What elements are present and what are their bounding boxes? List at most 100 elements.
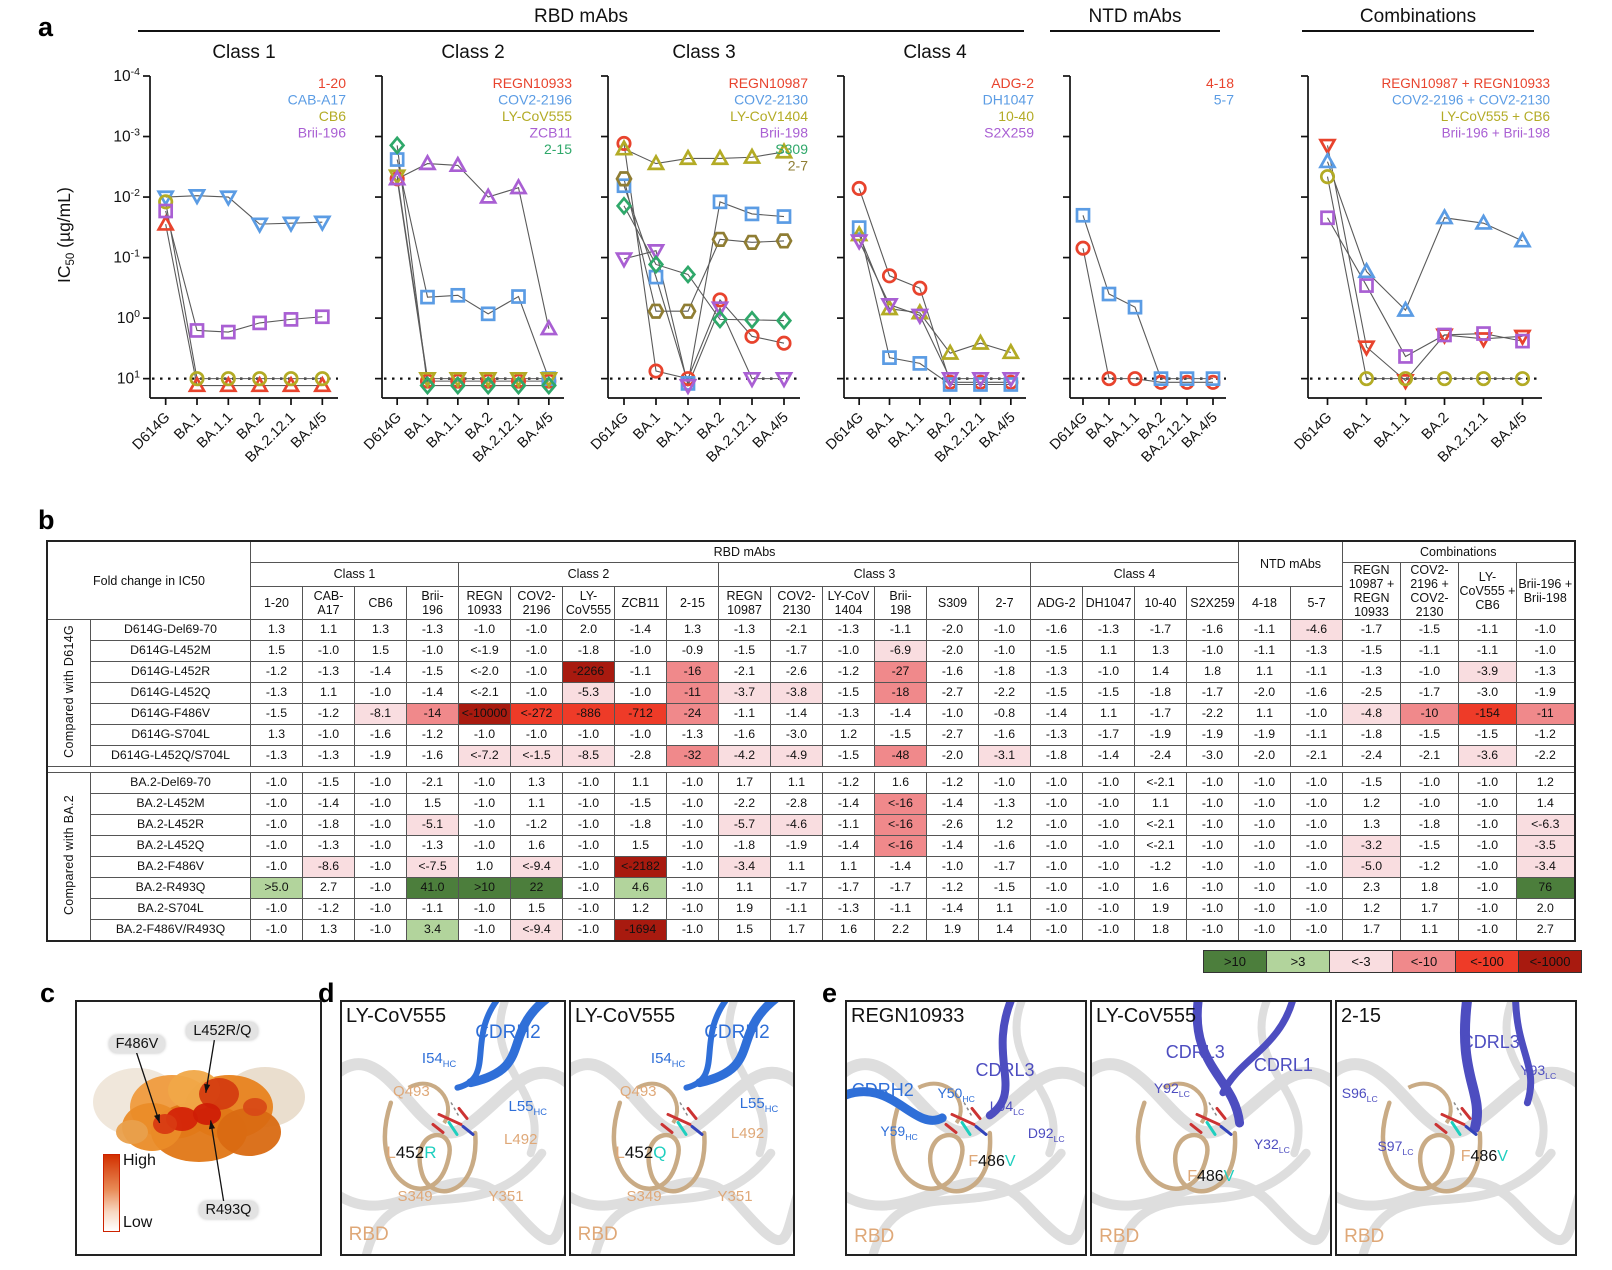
data-point-square bbox=[220, 324, 236, 340]
data-point-circle bbox=[744, 328, 760, 344]
fold-change-cell: -1.0 bbox=[1030, 814, 1083, 836]
table-header: COV2- 2196 + COV2- 2130 bbox=[1400, 562, 1459, 620]
fold-change-cell: -1.3 bbox=[1290, 640, 1343, 662]
fold-change-cell: -1.0 bbox=[1082, 661, 1135, 683]
y-tick-label: 10-1 bbox=[113, 248, 140, 267]
fold-change-cell: -1.0 bbox=[666, 877, 719, 899]
fold-change-cell: -1.0 bbox=[1238, 793, 1291, 815]
data-point-tri-up bbox=[1396, 300, 1415, 317]
data-point-tri-down bbox=[281, 216, 301, 234]
fold-change-cell: -1.0 bbox=[562, 919, 615, 942]
legend-swatch: <-1000 bbox=[1518, 950, 1582, 973]
table-header: LY- CoV555 + CB6 bbox=[1458, 562, 1517, 620]
data-point-hexagon bbox=[711, 231, 729, 248]
fold-change-cell: <-2.1 bbox=[458, 682, 511, 704]
table-row: BA.2-F486V -1.0 -8.6 -1.0 <-7.5 1.0 <-9.4 -1.0 <… bbox=[47, 856, 1575, 878]
fold-change-cell: -1.7 bbox=[874, 877, 927, 899]
data-point-tri-up bbox=[646, 153, 666, 171]
fold-change-cell: -1.2 bbox=[302, 703, 355, 725]
fold-change-cell: -1.3 bbox=[822, 619, 875, 641]
data-point-tri-up bbox=[418, 153, 437, 171]
data-point-diamond bbox=[743, 310, 761, 330]
fold-change-cell: -1.0 bbox=[1516, 640, 1575, 662]
fold-change-cell: -1.0 bbox=[1400, 661, 1459, 683]
data-point-tri-up bbox=[971, 333, 990, 350]
structure-label: CDRL3 bbox=[975, 1059, 1035, 1080]
fold-change-cell: -1.3 bbox=[822, 703, 875, 725]
fold-change-cell: -1.8 bbox=[978, 661, 1031, 683]
legend-entry: LY-CoV555 + CB6 bbox=[1441, 109, 1550, 124]
data-point-tri-down bbox=[250, 217, 269, 235]
fold-change-cell: -1.0 bbox=[562, 835, 615, 857]
fold-change-cell: -1.2 bbox=[1400, 856, 1459, 878]
data-point-circle bbox=[1475, 371, 1492, 387]
data-point-diamond bbox=[679, 264, 697, 285]
data-point-diamond bbox=[419, 375, 436, 396]
data-point-circle bbox=[1358, 371, 1375, 387]
fold-change-cell: -1.0 bbox=[458, 919, 511, 942]
fold-change-cell: 1.1 bbox=[1400, 919, 1459, 942]
legend-swatch: <-100 bbox=[1455, 950, 1519, 973]
fold-change-cell: -1.0 bbox=[510, 661, 563, 683]
fold-change-cell: 1.1 bbox=[770, 772, 823, 794]
data-point-circle bbox=[616, 135, 632, 151]
fold-change-cell: 1.3 bbox=[666, 619, 719, 641]
fold-change-cell: -1.5 bbox=[406, 661, 459, 683]
fold-change-cell: 1.4 bbox=[978, 919, 1031, 942]
fold-change-cell: 1.1 bbox=[510, 793, 563, 815]
fold-change-cell: -1.0 bbox=[354, 898, 407, 920]
table-header: 5-7 bbox=[1290, 585, 1343, 621]
fold-change-cell: -1.0 bbox=[250, 919, 303, 942]
legend-entry: S309 bbox=[775, 141, 808, 157]
ic50-chart-class-4: Class 4 D614G BA.1 BA.1.1 BA.2 BA.2.12.1 BA.4/… bbox=[818, 38, 1038, 491]
data-point-tri-up bbox=[614, 138, 634, 156]
fold-change-cell: -1.9 bbox=[1134, 724, 1187, 746]
variant-label: D614G-S704L bbox=[90, 724, 251, 746]
fold-change-cell: -1.5 bbox=[1400, 835, 1459, 857]
fold-change-cell: -1.0 bbox=[666, 814, 719, 836]
fold-change-cell: -1.0 bbox=[1238, 898, 1291, 920]
fold-change-cell: -3.5 bbox=[1516, 835, 1575, 857]
fold-change-cell: -1.4 bbox=[354, 661, 407, 683]
fold-change-cell: -1.5 bbox=[1400, 724, 1459, 746]
fold-change-cell: -1.2 bbox=[250, 661, 303, 683]
data-point-diamond bbox=[775, 311, 793, 331]
fold-change-cell: -886 bbox=[562, 703, 615, 725]
residue-label-part: L bbox=[386, 1143, 396, 1163]
fold-change-cell: -1.5 bbox=[874, 724, 927, 746]
legend-entry: LY-CoV1404 bbox=[730, 108, 808, 124]
fold-change-cell: <-16 bbox=[874, 835, 927, 857]
data-point-square bbox=[1127, 299, 1143, 315]
fold-change-cell: -1.4 bbox=[874, 703, 927, 725]
fold-change-cell: -1.0 bbox=[1238, 814, 1291, 836]
fold-change-cell: -1.5 bbox=[1400, 619, 1459, 641]
legend-entry: S2X259 bbox=[984, 125, 1034, 141]
fold-change-cell: -1.4 bbox=[926, 835, 979, 857]
fold-change-cell: -1.0 bbox=[458, 772, 511, 794]
fold-change-cell: -1.8 bbox=[718, 835, 771, 857]
fold-change-cell: 1.1 bbox=[822, 856, 875, 878]
fold-change-cell: -1.7 bbox=[1082, 724, 1135, 746]
fold-change-cell: 1.2 bbox=[978, 814, 1031, 836]
fold-change-cell: -712 bbox=[614, 703, 667, 725]
data-point-square bbox=[1359, 278, 1374, 293]
data-point-square bbox=[712, 194, 728, 210]
data-point-hexagon bbox=[679, 303, 697, 319]
data-point-tri-up bbox=[387, 168, 407, 186]
y-tick-label: 10-2 bbox=[113, 187, 140, 206]
fold-change-cell: -1.0 bbox=[458, 898, 511, 920]
variant-label: D614G-Del69-70 bbox=[90, 619, 251, 641]
residue-label-part: 452 bbox=[624, 1143, 654, 1163]
fold-change-cell: -10 bbox=[1400, 703, 1459, 725]
data-point-square bbox=[616, 178, 632, 194]
data-point-tri-down bbox=[1001, 371, 1021, 389]
fold-change-cell: -1.0 bbox=[510, 619, 563, 641]
panel-a-letter: a bbox=[38, 12, 54, 42]
data-point-diamond bbox=[615, 196, 633, 216]
fold-change-cell: -1.3 bbox=[302, 661, 355, 683]
legend-entry: REGN10933 bbox=[493, 75, 573, 91]
fold-change-cell: -1.0 bbox=[666, 835, 719, 857]
fold-change-cell: -1.2 bbox=[822, 661, 875, 683]
charts-row: Class 1 10-4 10-3 10-2 10-1 100 101 IC50 (µg/mL… bbox=[50, 38, 1600, 491]
fold-change-cell: 1.2 bbox=[614, 898, 667, 920]
